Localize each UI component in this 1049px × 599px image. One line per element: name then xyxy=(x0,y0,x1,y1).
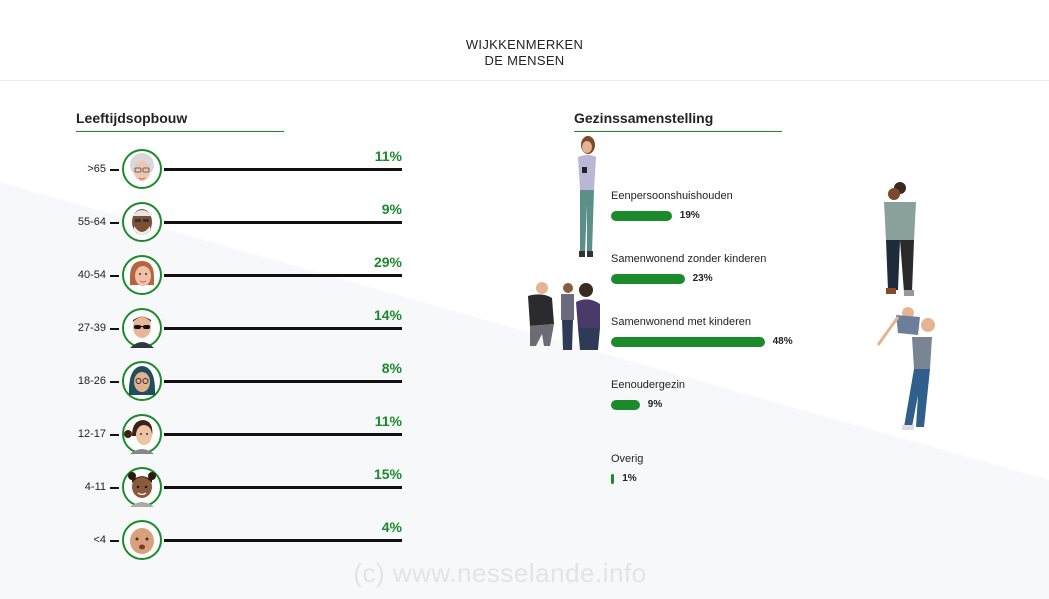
family-bar xyxy=(611,337,765,347)
family-category-label: Samenwonend zonder kinderen xyxy=(611,253,767,265)
age-category-label: 27-39 xyxy=(77,322,106,334)
age-tick xyxy=(110,381,119,383)
age-row: 55-64 9% xyxy=(60,198,420,248)
age-percentage: 11% xyxy=(374,148,402,164)
family-section-underline xyxy=(574,131,782,132)
page-header: WIJKKENMERKEN DE MENSEN xyxy=(0,0,1049,81)
age-category-label: 18-26 xyxy=(77,375,106,387)
age-tick xyxy=(110,169,119,171)
age-tick xyxy=(110,487,119,489)
age-line xyxy=(164,433,402,436)
age-row: >65 11% xyxy=(60,145,420,195)
age-line xyxy=(164,539,402,542)
age-tick xyxy=(110,222,119,224)
child-avatar-icon xyxy=(122,467,162,507)
age-percentage: 14% xyxy=(373,307,402,323)
single-woman-illustration xyxy=(578,136,596,257)
age-tick xyxy=(110,275,119,277)
family-bar xyxy=(611,474,615,484)
age-category-label: >65 xyxy=(87,163,106,175)
age-line xyxy=(164,486,402,489)
age-row: 12-17 11% xyxy=(60,410,420,460)
age-percentage: 4% xyxy=(381,519,402,535)
family-percentage: 1% xyxy=(622,473,637,484)
age-category-label: 12-17 xyxy=(77,428,106,440)
age-tick xyxy=(110,328,119,330)
family-bar xyxy=(611,211,672,221)
grandmother-avatar-icon xyxy=(122,149,162,189)
age-section-underline xyxy=(76,131,284,132)
family-category-label: Eenpersoonshuishouden xyxy=(611,190,733,202)
older-man-avatar-icon xyxy=(122,202,162,242)
age-percentage: 9% xyxy=(381,201,402,217)
baby-avatar-icon xyxy=(122,520,162,560)
parent-lifting-child-illustration xyxy=(876,307,935,430)
man-sunglasses-avatar-icon xyxy=(122,308,162,348)
header-title-line1: WIJKKENMERKEN xyxy=(465,37,584,52)
age-percentage: 8% xyxy=(381,360,402,376)
age-percentage: 15% xyxy=(373,466,402,482)
family-category-label: Overig xyxy=(611,453,644,465)
family-category-label: Eenoudergezin xyxy=(611,379,686,391)
age-row: 18-26 8% xyxy=(60,357,420,407)
age-line xyxy=(164,274,402,277)
age-line xyxy=(164,327,402,330)
age-section-title: Leeftijdsopbouw xyxy=(76,110,188,126)
age-percentage: 11% xyxy=(374,413,402,429)
age-tick xyxy=(110,434,119,436)
couple-hugging-illustration xyxy=(884,182,916,296)
family-percentage: 23% xyxy=(692,273,713,284)
age-line xyxy=(164,380,402,383)
header-title-line2: DE MENSEN xyxy=(484,53,565,68)
age-row: 40-54 29% xyxy=(60,251,420,301)
woman-headscarf-avatar-icon xyxy=(122,361,162,401)
age-tick xyxy=(110,540,119,542)
teen-girl-avatar-icon xyxy=(122,414,162,454)
family-category-label: Samenwonend met kinderen xyxy=(611,316,752,328)
age-category-label: 4-11 xyxy=(84,481,106,493)
age-row: <4 4% xyxy=(60,516,420,566)
age-category-label: 55-64 xyxy=(77,216,106,228)
age-category-label: 40-54 xyxy=(77,269,106,281)
age-row: 4-11 15% xyxy=(60,463,420,513)
family-percentage: 19% xyxy=(679,210,700,221)
woman-avatar-icon xyxy=(122,255,162,295)
family-section-title: Gezinssamenstelling xyxy=(574,110,714,126)
age-line xyxy=(164,168,402,171)
family-percentage: 9% xyxy=(647,399,663,410)
family-with-child-illustration xyxy=(528,282,600,350)
family-bar xyxy=(611,274,685,284)
age-line xyxy=(164,221,402,224)
age-category-label: <4 xyxy=(93,534,106,546)
age-percentage: 29% xyxy=(373,254,402,270)
watermark: (c) www.nesselande.info xyxy=(353,558,647,588)
family-percentage: 48% xyxy=(772,336,793,347)
age-row: 27-39 14% xyxy=(60,304,420,354)
family-bar xyxy=(611,400,640,410)
